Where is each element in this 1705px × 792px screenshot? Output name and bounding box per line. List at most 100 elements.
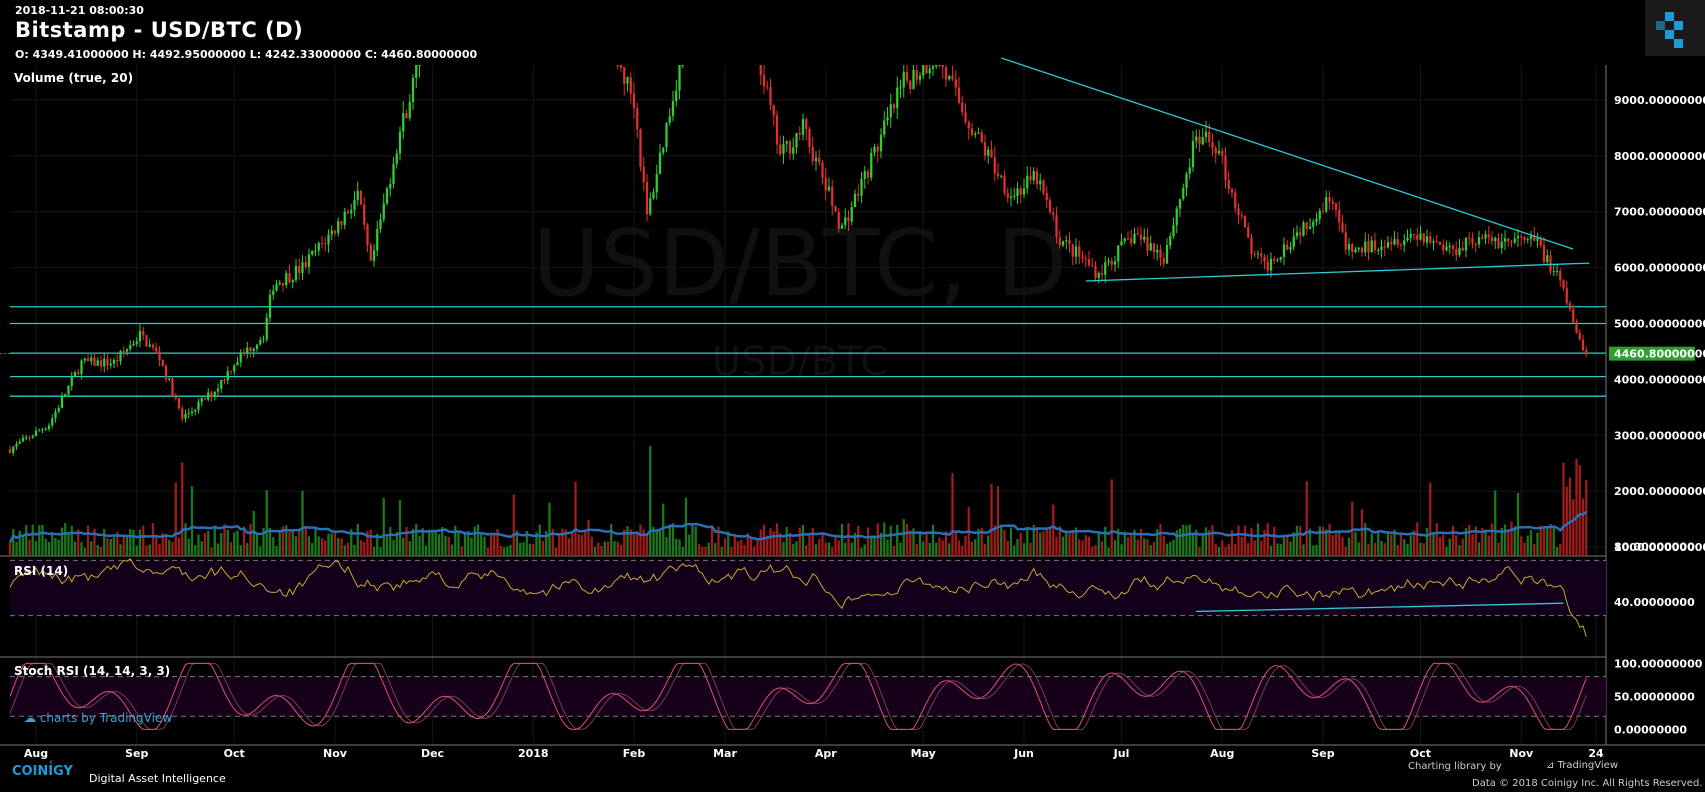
tradingview-logo[interactable]: ⊿ TradingView bbox=[1546, 760, 1618, 771]
ohlc-readout: O: 4349.41000000 H: 4492.95000000 L: 424… bbox=[15, 48, 478, 61]
volume-bar bbox=[330, 533, 333, 556]
volume-bar bbox=[1214, 544, 1217, 556]
volume-bar bbox=[925, 533, 928, 556]
candle-body bbox=[970, 128, 974, 136]
candle-body bbox=[1367, 241, 1370, 253]
volume-bar bbox=[1032, 524, 1035, 556]
candle-body bbox=[83, 358, 86, 361]
volume-bar bbox=[1533, 544, 1536, 556]
candle-body bbox=[619, 65, 623, 68]
volume-bar bbox=[1383, 543, 1386, 556]
volume-bar bbox=[876, 523, 879, 556]
candle-body bbox=[1468, 237, 1471, 239]
x-tick-label: Dec bbox=[421, 747, 444, 760]
candle-body bbox=[158, 351, 161, 361]
candle-body bbox=[1117, 245, 1120, 262]
volume-bar bbox=[34, 540, 38, 556]
price-tick-label: 9000.00000000 bbox=[1614, 94, 1705, 107]
candle-body bbox=[1308, 226, 1312, 229]
candle-body bbox=[213, 391, 216, 397]
volume-bar bbox=[658, 529, 662, 556]
candle-body bbox=[275, 284, 278, 291]
volume-bar bbox=[200, 541, 203, 556]
volume-bar bbox=[1429, 482, 1432, 556]
candle-body bbox=[987, 149, 990, 156]
volume-bar bbox=[1503, 524, 1507, 556]
candle-body bbox=[912, 70, 915, 89]
volume-bar bbox=[785, 526, 788, 556]
x-tick-label: Oct bbox=[1410, 747, 1431, 760]
candle-body bbox=[51, 418, 54, 426]
candle-body bbox=[1546, 255, 1549, 263]
candle-body bbox=[662, 147, 665, 153]
volume-bar bbox=[873, 537, 876, 556]
volume-bar bbox=[424, 545, 428, 556]
candle-body bbox=[1321, 210, 1325, 212]
candle-body bbox=[847, 217, 850, 222]
volume-bar bbox=[831, 547, 834, 556]
coinigy-brand[interactable]: COINIGY bbox=[12, 764, 73, 779]
volume-bar bbox=[733, 534, 736, 556]
volume-bar bbox=[402, 537, 405, 556]
candle-body bbox=[1221, 150, 1224, 156]
x-tick-label: Jun bbox=[1013, 747, 1034, 760]
candle-body bbox=[1029, 175, 1032, 181]
volume-bar bbox=[385, 536, 389, 556]
tradingview-watermark[interactable]: ☁ charts by TradingView bbox=[24, 711, 172, 725]
candle-body bbox=[1471, 238, 1474, 244]
volume-bar bbox=[889, 525, 892, 556]
coinigy-logo[interactable] bbox=[1645, 0, 1705, 56]
volume-bar bbox=[262, 527, 265, 556]
candle-body bbox=[954, 79, 957, 88]
candle-body bbox=[1370, 240, 1373, 253]
volume-bar bbox=[1357, 542, 1360, 556]
volume-bar bbox=[987, 535, 990, 556]
volume-bar bbox=[538, 524, 541, 556]
volume-bar bbox=[668, 524, 671, 556]
volume-bar bbox=[694, 526, 697, 556]
volume-bar bbox=[431, 529, 434, 556]
volume-bar bbox=[759, 529, 762, 556]
volume-bar bbox=[1048, 526, 1052, 556]
volume-bar bbox=[710, 526, 714, 556]
candle-body bbox=[135, 341, 138, 345]
volume-bar bbox=[616, 541, 619, 556]
candle-body bbox=[665, 122, 668, 148]
candle-body bbox=[1438, 242, 1442, 245]
volume-bar bbox=[77, 529, 80, 556]
volume-bar bbox=[961, 545, 964, 556]
volume-bar bbox=[1061, 536, 1065, 556]
candle-body bbox=[236, 362, 239, 366]
candle-body bbox=[317, 243, 320, 251]
candle-body bbox=[1351, 243, 1354, 253]
stoch-tick-label: 100.00000000 bbox=[1614, 657, 1703, 670]
volume-bar bbox=[265, 490, 268, 556]
volume-bar bbox=[606, 541, 610, 556]
volume-bar bbox=[639, 524, 642, 556]
volume-bar bbox=[12, 529, 15, 556]
volume-bar bbox=[281, 526, 285, 556]
candle-body bbox=[119, 350, 122, 362]
volume-bar bbox=[41, 524, 44, 556]
volume-bar bbox=[1282, 535, 1286, 556]
x-tick-label: Jul bbox=[1113, 747, 1130, 760]
stoch-band bbox=[10, 676, 1606, 717]
volume-bar bbox=[447, 536, 450, 556]
candle-body bbox=[1211, 142, 1214, 148]
volume-bar bbox=[1435, 523, 1438, 556]
stoch-tick-label: 50.00000000 bbox=[1614, 690, 1695, 703]
candle-body bbox=[905, 72, 909, 81]
watermark-small: USD/BTC bbox=[712, 339, 888, 385]
volume-bar bbox=[1406, 543, 1409, 556]
candle-body bbox=[47, 425, 51, 429]
volume-bar bbox=[870, 536, 873, 556]
volume-bars bbox=[8, 446, 1588, 556]
volume-bar bbox=[164, 533, 168, 556]
volume-bar bbox=[1386, 532, 1390, 556]
candle-body bbox=[1061, 241, 1065, 246]
data-credit: Data © 2018 Coinigy Inc. All Rights Rese… bbox=[1472, 778, 1703, 789]
volume-bar bbox=[259, 546, 262, 556]
volume-bar bbox=[125, 534, 129, 556]
candle-body bbox=[1578, 332, 1581, 340]
candle-body bbox=[785, 141, 788, 144]
